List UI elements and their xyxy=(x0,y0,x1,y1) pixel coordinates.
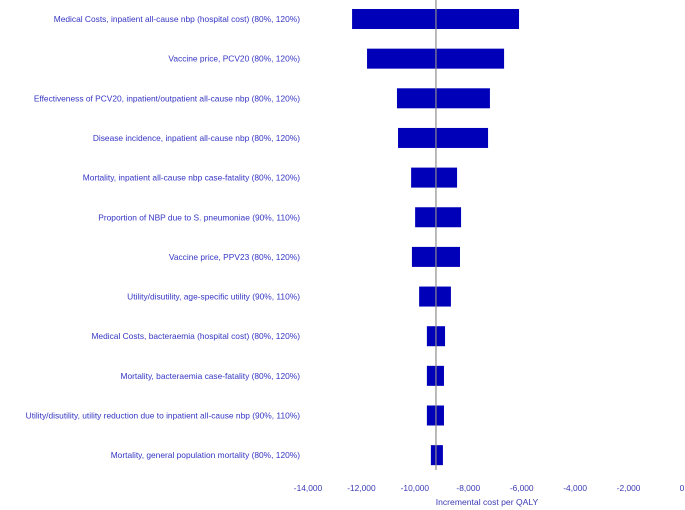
tornado-bar-12 xyxy=(430,445,443,466)
tornado-bar-4 xyxy=(398,127,489,148)
x-axis-ticks: -14,000 -12,000 -10,000 -8,000 -6,000 -4,000 -… xyxy=(294,483,685,493)
category-label-8: Utility/disutility, age-specific utility… xyxy=(127,292,300,302)
category-label-2: Vaccine price, PCV20 (80%, 120%) xyxy=(168,54,300,64)
category-label-7: Vaccine price, PPV23 (80%, 120%) xyxy=(169,252,300,262)
category-label-11: Utility/disutility, utility reduction du… xyxy=(26,411,301,421)
x-tick-label: -6,000 xyxy=(510,483,534,493)
category-label-9: Medical Costs, bacteraemia (hospital cos… xyxy=(91,331,300,341)
tornado-bar-6 xyxy=(415,207,462,228)
tornado-bar-3 xyxy=(396,88,490,109)
x-tick-label: -4,000 xyxy=(563,483,587,493)
x-tick-label: -8,000 xyxy=(456,483,480,493)
x-axis-title: Incremental cost per QALY xyxy=(436,497,539,507)
category-label-1: Medical Costs, inpatient all-cause nbp (… xyxy=(54,14,300,24)
x-tick-label: 0 xyxy=(680,483,685,493)
category-label-4: Disease incidence, inpatient all-cause n… xyxy=(93,133,300,143)
tornado-bar-8 xyxy=(419,286,451,307)
x-tick-label: -2,000 xyxy=(617,483,641,493)
category-label-3: Effectiveness of PCV20, inpatient/outpat… xyxy=(34,93,300,103)
tornado-bar-5 xyxy=(411,167,458,188)
category-label-10: Mortality, bacteraemia case-fatality (80… xyxy=(120,371,300,381)
x-tick-label: -10,000 xyxy=(401,483,430,493)
category-label-5: Mortality, inpatient all-cause nbp case-… xyxy=(83,173,300,183)
category-label-6: Proportion of NBP due to S. pneumoniae (… xyxy=(98,212,300,222)
category-label-12: Mortality, general population mortality … xyxy=(111,450,301,460)
x-tick-label: -12,000 xyxy=(347,483,376,493)
category-labels: Medical Costs, inpatient all-cause nbp (… xyxy=(26,14,301,460)
x-tick-label: -14,000 xyxy=(294,483,323,493)
